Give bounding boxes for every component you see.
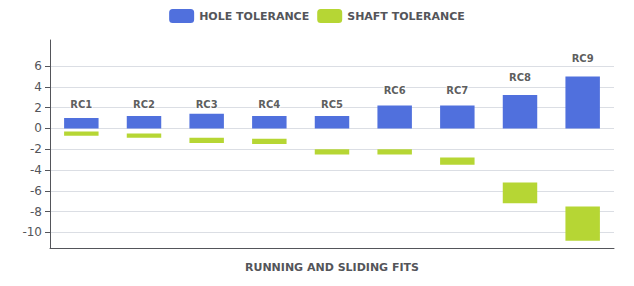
svg-text:-4: -4 [30, 163, 42, 177]
svg-text:-8: -8 [30, 205, 42, 219]
svg-text:4: 4 [34, 80, 42, 94]
svg-text:SHAFT TOLERANCE: SHAFT TOLERANCE [347, 10, 465, 23]
svg-text:RC8: RC8 [509, 72, 531, 83]
svg-text:-2: -2 [30, 142, 42, 156]
svg-text:-10: -10 [22, 225, 42, 239]
svg-text:RC4: RC4 [258, 99, 280, 110]
svg-text:RC2: RC2 [133, 99, 155, 110]
svg-text:RUNNING AND SLIDING FITS: RUNNING AND SLIDING FITS [245, 261, 419, 274]
svg-text:-6: -6 [30, 184, 42, 198]
svg-text:RC6: RC6 [384, 85, 406, 96]
svg-text:RC5: RC5 [321, 99, 343, 110]
svg-text:RC3: RC3 [196, 99, 218, 110]
svg-text:RC9: RC9 [572, 53, 594, 64]
svg-text:6: 6 [34, 59, 42, 73]
svg-text:RC7: RC7 [446, 85, 468, 96]
svg-text:2: 2 [34, 101, 42, 115]
svg-text:0: 0 [34, 121, 42, 135]
svg-text:HOLE TOLERANCE: HOLE TOLERANCE [199, 10, 309, 23]
svg-text:RC1: RC1 [70, 99, 92, 110]
